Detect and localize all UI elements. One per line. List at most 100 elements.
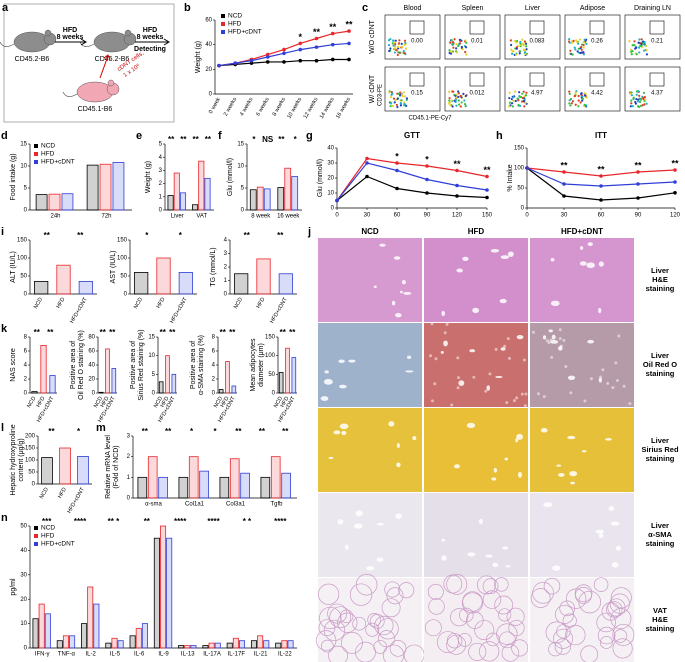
bar	[275, 642, 282, 649]
lipid	[506, 337, 510, 341]
event-dot	[397, 92, 400, 95]
vessel	[399, 290, 403, 294]
flow-plot	[564, 14, 621, 60]
event-dot	[515, 53, 518, 56]
event-dot	[515, 47, 518, 50]
bar	[78, 280, 93, 295]
event-dot	[641, 104, 644, 107]
event-dot	[577, 105, 580, 108]
legend-swatch	[34, 534, 38, 538]
y-axis-label: Sirius Red staining (%)	[138, 329, 145, 400]
vessel	[486, 385, 491, 391]
step-label: 8 weeks	[137, 34, 164, 41]
lipid	[564, 364, 568, 368]
event-dot	[635, 90, 639, 93]
point	[330, 31, 335, 36]
vessel	[500, 347, 506, 351]
bar	[69, 635, 76, 649]
event-dot	[462, 92, 465, 95]
mouse-ear	[124, 29, 132, 37]
mouse-tail	[62, 91, 78, 97]
significance: **	[220, 328, 227, 337]
event-dot	[449, 52, 453, 55]
event-dot	[398, 39, 401, 42]
column-header: Draining LN	[634, 5, 671, 12]
event-dot	[509, 39, 512, 42]
mouse-tail	[79, 41, 95, 47]
event-dot	[514, 99, 517, 103]
adipocyte	[476, 575, 496, 595]
adipocyte	[548, 642, 563, 657]
adipocyte	[355, 641, 376, 662]
y-axis-label: α-SMA staining (%)	[198, 335, 205, 395]
point	[330, 57, 335, 62]
y-tick-label: 3	[159, 168, 163, 174]
gate	[409, 72, 425, 87]
vessel	[569, 470, 578, 477]
x-tick-label: IL-5	[110, 652, 121, 658]
bar	[277, 187, 285, 211]
bar	[256, 258, 271, 295]
vessel	[469, 349, 476, 353]
event-dot	[403, 95, 407, 98]
event-dot	[521, 92, 524, 95]
y-tick-label: 100	[265, 353, 276, 359]
point	[395, 161, 399, 165]
event-dot	[387, 44, 391, 47]
bar	[61, 193, 74, 211]
adipocyte	[482, 590, 502, 609]
lipid	[547, 341, 551, 345]
event-dot	[521, 96, 524, 100]
vessel	[552, 565, 561, 571]
y-axis-label: Glu (mmol/l)	[317, 159, 324, 197]
y-axis-label: TG (mmol/L)	[210, 247, 217, 286]
event-dot	[636, 105, 640, 108]
vessel	[376, 522, 384, 526]
x-tick-label: NCD	[26, 396, 37, 409]
event-dot	[448, 102, 451, 105]
adipocyte	[613, 629, 628, 643]
event-dot	[579, 101, 582, 104]
adipocyte	[554, 638, 572, 655]
micrograph	[424, 408, 528, 492]
gate	[529, 72, 545, 87]
event-dot	[643, 49, 646, 52]
vessel	[320, 396, 329, 401]
adipocyte	[580, 645, 599, 662]
event-dot	[644, 44, 647, 47]
event-dot	[510, 43, 513, 47]
bar	[117, 640, 124, 649]
gate-value: 0.012	[469, 91, 485, 97]
vessel	[338, 359, 345, 364]
column-header: Liver	[525, 5, 541, 12]
y-axis-label: Weight (g)	[195, 41, 202, 73]
event-dot	[508, 91, 511, 94]
vessel	[478, 518, 483, 525]
event-dot	[396, 53, 399, 57]
vessel	[396, 442, 400, 449]
significance: **	[109, 328, 116, 337]
y-axis-label: % Intake	[507, 164, 514, 191]
gate-value: 0.083	[529, 39, 545, 45]
vessel	[337, 519, 344, 525]
event-dot	[645, 102, 648, 105]
point	[485, 188, 489, 192]
significance: ****	[174, 517, 187, 526]
significance: *	[190, 427, 194, 436]
vessel	[615, 545, 622, 551]
y-axis-label: Relative mRNA level	[105, 435, 112, 499]
y-tick-label: 3	[224, 251, 228, 257]
bar	[93, 603, 100, 649]
column-header: Spleen	[462, 5, 484, 12]
lipid	[520, 392, 524, 396]
event-dot	[643, 103, 646, 106]
significance: *	[179, 231, 183, 240]
event-dot	[448, 99, 451, 102]
x-tick-label: NCD	[93, 396, 104, 409]
event-dot	[508, 101, 512, 104]
x-tick-label: 0	[525, 213, 529, 219]
significance: **	[160, 328, 167, 337]
event-dot	[645, 48, 648, 52]
event-dot	[631, 105, 634, 108]
vessel	[605, 437, 612, 441]
